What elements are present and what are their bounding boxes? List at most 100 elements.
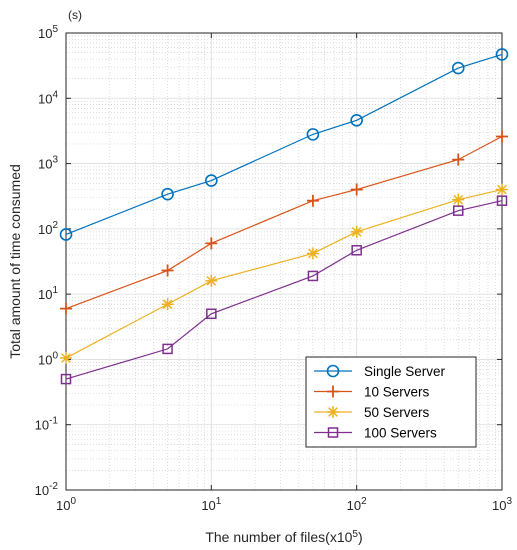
marker-plus: [205, 237, 218, 250]
y-tick-label: 10-2: [35, 481, 59, 498]
x-tick-label: 102: [347, 496, 367, 513]
marker-square: [60, 373, 72, 385]
marker-plus: [161, 264, 174, 277]
series-10-servers: [60, 130, 508, 315]
data-point: [162, 343, 173, 355]
y-axis-label: Total amount of time consumed: [7, 164, 23, 359]
marker-asterisk: [60, 352, 72, 365]
legend-entry-single-server: Single Server: [314, 364, 446, 379]
x-axis-label-tail: ): [358, 529, 363, 545]
data-point: [60, 373, 72, 385]
data-point: [60, 352, 72, 365]
marker-asterisk: [452, 193, 465, 206]
data-point: [306, 194, 319, 207]
data-point: [205, 174, 218, 187]
y-unit-label: (s): [68, 8, 82, 22]
marker-circle: [350, 114, 363, 127]
data-point: [496, 195, 508, 206]
marker-plus: [496, 130, 508, 143]
series-line-50-servers: [65, 188, 503, 359]
marker-square: [206, 308, 217, 320]
y-tick-label: 100: [38, 350, 58, 367]
series-line-100-servers: [65, 200, 503, 380]
data-point: [306, 128, 320, 141]
data-point: [306, 247, 319, 260]
marker-circle: [161, 187, 174, 201]
data-point: [453, 205, 464, 216]
marker-asterisk: [205, 274, 218, 287]
data-point: [59, 228, 73, 241]
y-tick-label: 101: [38, 285, 58, 302]
data-point: [350, 225, 363, 238]
data-point: [496, 130, 508, 143]
data-point: [495, 48, 509, 61]
y-tick-label: 102: [38, 220, 58, 237]
marker-circle: [205, 174, 218, 187]
tick-layer: 100 101 102 103 10-2 10-1 100 101 102 103 104 105: [35, 24, 513, 513]
marker-square: [351, 245, 362, 256]
data-point: [496, 183, 508, 196]
legend-label: 10 Servers: [364, 385, 430, 400]
marker-plus: [452, 153, 465, 166]
data-point: [451, 61, 465, 75]
legend-marker: [327, 406, 339, 418]
x-tick-label: 101: [201, 496, 221, 513]
x-axis-label-sup: 5: [352, 529, 358, 540]
legend-label: Single Server: [364, 364, 446, 379]
data-point: [205, 274, 218, 287]
marker-plus: [60, 302, 72, 315]
marker-plus: [327, 385, 339, 398]
marker-circle: [59, 228, 73, 241]
x-tick-label: 103: [492, 496, 512, 513]
x-axis-label-main: The number of files(x10: [205, 529, 352, 545]
marker-square: [162, 343, 173, 355]
marker-asterisk: [350, 225, 363, 238]
data-point: [161, 298, 174, 311]
legend-entry-100-servers: 100 Servers: [314, 426, 437, 441]
plot-area-frame: [65, 32, 503, 491]
data-point: [452, 193, 465, 206]
data-point: [350, 183, 363, 196]
marker-asterisk: [161, 298, 174, 311]
series-single-server: [59, 48, 509, 241]
marker-circle: [326, 364, 340, 378]
marker-square: [496, 195, 508, 206]
data-point: [452, 153, 465, 166]
legend-entry-10-servers: 10 Servers: [314, 385, 430, 400]
y-tick-label: 10-1: [35, 416, 59, 433]
series-100-servers: [60, 195, 508, 385]
data-point: [60, 302, 72, 315]
marker-asterisk: [306, 247, 319, 260]
marker-plus: [306, 194, 319, 207]
data-point: [161, 264, 174, 277]
marker-asterisk: [327, 406, 339, 418]
data-point: [205, 237, 218, 250]
marker-plus: [350, 183, 363, 196]
y-tick-label: 103: [38, 155, 58, 172]
data-point: [206, 308, 217, 320]
legend-marker: [327, 427, 339, 438]
data-point: [307, 270, 319, 282]
series-line-single-server: [65, 53, 503, 236]
series-50-servers: [60, 183, 508, 365]
legend-label: 50 Servers: [364, 405, 430, 420]
y-tick-label: 105: [38, 24, 58, 41]
legend: Single Server 10 Servers 50 Servers 100 Ser…: [305, 356, 477, 448]
series-layer: [59, 48, 509, 385]
legend-marker: [326, 364, 340, 378]
marker-square: [453, 205, 464, 216]
y-tick-label: 104: [38, 89, 58, 106]
marker-asterisk: [496, 183, 508, 196]
data-point: [350, 114, 363, 127]
marker-circle: [306, 128, 320, 141]
data-point: [351, 245, 362, 256]
legend-label: 100 Servers: [364, 426, 437, 441]
series-line-10-servers: [65, 135, 503, 310]
legend-marker: [327, 385, 339, 398]
x-axis-label: The number of files(x105): [205, 529, 362, 546]
legend-entry-50-servers: 50 Servers: [314, 405, 430, 420]
x-tick-label: 100: [56, 496, 76, 513]
marker-circle: [495, 48, 509, 61]
data-point: [161, 187, 174, 201]
